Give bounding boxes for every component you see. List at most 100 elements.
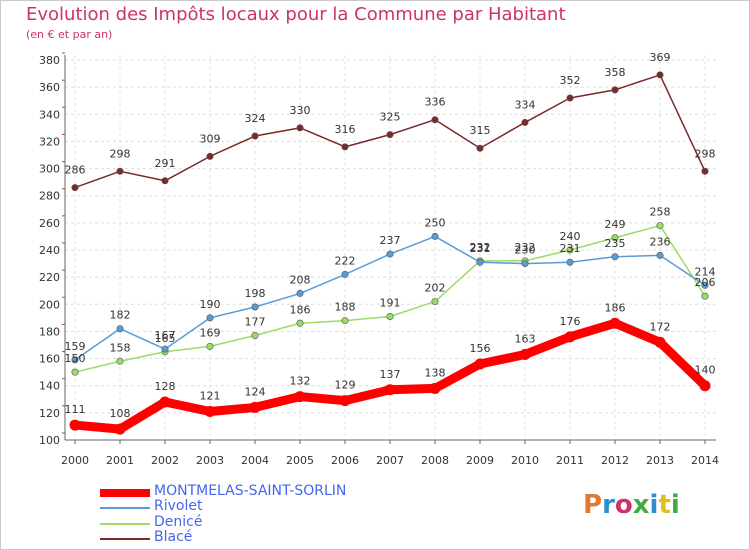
data-label-rivolet: 167 — [155, 329, 176, 342]
x-tick-label: 2010 — [511, 454, 539, 467]
legend-swatch — [100, 538, 150, 540]
data-point-blace — [296, 124, 304, 132]
data-label-denice: 249 — [605, 218, 626, 231]
data-point-denice — [71, 368, 79, 376]
data-point-blace — [386, 131, 394, 139]
data-label-montmelas-saint-sorlin: 108 — [110, 407, 131, 420]
data-point-denice — [431, 298, 439, 306]
data-label-denice: 258 — [650, 206, 671, 219]
data-point-blace — [206, 152, 214, 160]
data-point-montmelas-saint-sorlin — [609, 317, 621, 329]
x-tick-label: 2007 — [376, 454, 404, 467]
x-tick-label: 2013 — [646, 454, 674, 467]
data-point-blace — [701, 167, 709, 175]
data-point-denice — [206, 342, 214, 350]
y-tick-label: 100 — [39, 434, 60, 447]
data-point-montmelas-saint-sorlin — [474, 358, 486, 370]
data-label-rivolet: 190 — [200, 298, 221, 311]
data-label-denice: 150 — [65, 352, 86, 365]
data-label-denice: 206 — [695, 276, 716, 289]
legend-label: Rivolet — [154, 498, 203, 514]
y-tick-label: 240 — [39, 244, 60, 257]
data-point-denice — [386, 312, 394, 320]
data-point-montmelas-saint-sorlin — [159, 396, 171, 408]
data-label-montmelas-saint-sorlin: 186 — [605, 301, 626, 314]
data-point-rivolet — [476, 258, 484, 266]
data-point-blace — [476, 144, 484, 152]
data-point-denice — [656, 222, 664, 230]
data-point-montmelas-saint-sorlin — [69, 419, 81, 431]
logo-letter: o — [614, 490, 633, 520]
data-point-rivolet — [566, 258, 574, 266]
data-label-rivolet: 222 — [335, 254, 356, 267]
logo-letter: r — [602, 490, 615, 520]
data-point-denice — [116, 357, 124, 365]
data-label-montmelas-saint-sorlin: 140 — [695, 364, 716, 377]
x-tick-label: 2012 — [601, 454, 629, 467]
data-point-blace — [611, 86, 619, 94]
data-label-denice: 165 — [155, 332, 176, 345]
data-point-rivolet — [206, 314, 214, 322]
data-label-montmelas-saint-sorlin: 163 — [515, 333, 536, 346]
legend-label: MONTMELAS-SAINT-SORLIN — [154, 483, 347, 499]
data-label-denice: 169 — [200, 326, 221, 339]
data-point-montmelas-saint-sorlin — [429, 382, 441, 394]
data-label-montmelas-saint-sorlin: 128 — [155, 380, 176, 393]
data-label-blace: 291 — [155, 157, 176, 170]
data-point-rivolet — [296, 289, 304, 297]
data-label-montmelas-saint-sorlin: 172 — [650, 320, 671, 333]
data-label-denice: 202 — [425, 282, 446, 295]
data-label-rivolet: 236 — [650, 235, 671, 248]
data-point-rivolet — [656, 251, 664, 259]
data-label-denice: 188 — [335, 301, 356, 314]
x-tick-label: 2014 — [691, 454, 719, 467]
data-label-rivolet: 182 — [110, 309, 131, 322]
data-label-montmelas-saint-sorlin: 138 — [425, 366, 446, 379]
data-point-montmelas-saint-sorlin — [384, 384, 396, 396]
data-point-blace — [251, 132, 259, 140]
chart-title: Evolution des Impôts locaux pour la Comm… — [26, 4, 566, 25]
x-tick-label: 2008 — [421, 454, 449, 467]
data-point-montmelas-saint-sorlin — [654, 336, 666, 348]
proxiti-logo: Proxiti — [583, 490, 680, 520]
y-tick-label: 260 — [39, 217, 60, 230]
logo-letter: P — [583, 490, 603, 520]
y-tick-label: 200 — [39, 298, 60, 311]
data-label-rivolet: 230 — [515, 244, 536, 257]
data-point-blace — [566, 94, 574, 102]
data-label-rivolet: 214 — [695, 265, 716, 278]
data-label-rivolet: 159 — [65, 340, 86, 353]
data-point-montmelas-saint-sorlin — [699, 380, 711, 392]
data-label-blace: 325 — [380, 111, 401, 124]
y-tick-label: 220 — [39, 271, 60, 284]
y-tick-label: 300 — [39, 163, 60, 176]
data-label-blace: 358 — [605, 66, 626, 79]
data-point-blace — [521, 118, 529, 126]
data-point-blace — [161, 177, 169, 185]
data-label-rivolet: 198 — [245, 287, 266, 300]
data-label-rivolet: 231 — [470, 242, 491, 255]
x-tick-label: 2009 — [466, 454, 494, 467]
data-point-rivolet — [431, 232, 439, 240]
legend-label: Denicé — [154, 514, 203, 530]
data-label-montmelas-saint-sorlin: 124 — [245, 385, 266, 398]
data-point-rivolet — [611, 253, 619, 261]
data-label-blace: 309 — [200, 132, 221, 145]
x-tick-label: 2002 — [151, 454, 179, 467]
data-point-rivolet — [701, 281, 709, 289]
legend-swatch — [100, 523, 150, 525]
data-label-blace: 334 — [515, 98, 536, 111]
data-label-denice: 158 — [110, 341, 131, 354]
data-point-blace — [431, 116, 439, 124]
data-point-blace — [116, 167, 124, 175]
y-tick-label: 140 — [39, 380, 60, 393]
data-label-denice: 177 — [245, 316, 266, 329]
x-tick-label: 2003 — [196, 454, 224, 467]
data-point-montmelas-saint-sorlin — [339, 395, 351, 407]
y-tick-label: 340 — [39, 108, 60, 121]
logo-letter: i — [649, 490, 659, 520]
data-point-montmelas-saint-sorlin — [204, 406, 216, 417]
data-label-montmelas-saint-sorlin: 176 — [560, 315, 581, 328]
y-tick-label: 380 — [39, 54, 60, 67]
logo-letter: i — [670, 490, 680, 520]
